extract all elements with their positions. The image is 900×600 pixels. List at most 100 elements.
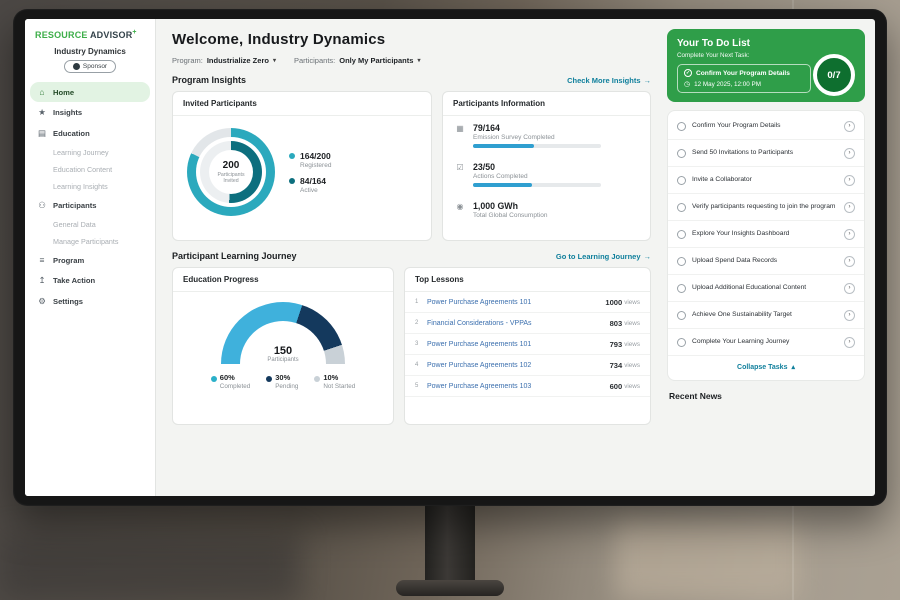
chevron-right-icon[interactable]: › [844, 282, 855, 294]
task-row-achieve-target[interactable]: Achieve One Sustainability Target › [668, 302, 864, 329]
lesson-views-unit: views [624, 382, 640, 390]
lesson-link[interactable]: Power Purchase Agreements 101 [427, 341, 610, 348]
wall-shadow-patch [0, 535, 300, 600]
clock-icon: ◷ [684, 81, 691, 88]
chevron-right-icon[interactable]: › [844, 228, 855, 240]
learning-cards-row: Education Progress 150 Participants [172, 267, 651, 425]
task-label: Achieve One Sustainability Target [692, 311, 792, 319]
program-insights-header: Program Insights Check More Insights → [172, 75, 651, 85]
logo-plus: + [132, 29, 137, 36]
lesson-link[interactable]: Financial Considerations - VPPAs [427, 320, 610, 327]
task-row-explore-insights[interactable]: Explore Your Insights Dashboard › [668, 221, 864, 248]
program-filter: Program: Industrialize Zero ▾ [172, 56, 276, 65]
sidebar-item-participants[interactable]: ⚇ Participants [25, 195, 155, 216]
task-row-upload-educational-content[interactable]: Upload Additional Educational Content › [668, 275, 864, 302]
sponsor-badge[interactable]: Sponsor [63, 60, 117, 73]
link-label: Go to Learning Journey [555, 251, 641, 261]
insights-icon: ★ [38, 107, 46, 117]
app-logo: RESOURCE ADVISOR+ [25, 27, 155, 44]
chevron-down-icon: ▾ [417, 58, 421, 64]
task-label: Confirm Your Program Details [692, 122, 781, 130]
lesson-link[interactable]: Power Purchase Agreements 103 [427, 383, 610, 390]
todo-progress-value: 0/7 [827, 69, 841, 81]
invited-legend: 164/200 Registered 84/164 Active [289, 144, 331, 201]
invited-card-body: 200 Participants Invited 164/200 Registe [173, 116, 431, 228]
task-row-invite-collaborator[interactable]: Invite a Collaborator › [668, 167, 864, 194]
sidebar-item-label: Program [53, 255, 85, 265]
progress-bar [473, 183, 601, 187]
participants-icon: ⚇ [38, 200, 46, 210]
task-row-send-invitations[interactable]: Send 50 Invitations to Participants › [668, 140, 864, 167]
lesson-rank: 1 [415, 299, 419, 305]
task-row-confirm-program[interactable]: Confirm Your Program Details › [668, 113, 864, 140]
legend-dot-pending [266, 375, 273, 382]
card-title: Participants Information [443, 92, 650, 116]
building-icon: ▦ [456, 124, 464, 133]
participants-select-value: Only My Participants [339, 56, 414, 65]
task-checkbox[interactable] [677, 202, 686, 212]
check-more-insights-link[interactable]: Check More Insights → [567, 76, 651, 85]
next-task-label: Confirm Your Program Details [696, 69, 790, 77]
lesson-rank: 4 [415, 362, 419, 368]
section-title: Program Insights [172, 75, 247, 85]
sidebar-item-general-data[interactable]: General Data [53, 220, 96, 229]
next-task-box[interactable]: ✓ Confirm Your Program Details ◷ 12 May … [677, 64, 811, 93]
legend-active: 84/164 Active [289, 176, 331, 194]
todo-subtitle: Complete Your Next Task: [677, 52, 750, 59]
chevron-right-icon[interactable]: › [844, 174, 855, 186]
program-select[interactable]: Industrialize Zero ▾ [207, 56, 276, 65]
lesson-views-unit: views [624, 361, 640, 369]
task-checkbox[interactable] [677, 310, 686, 320]
sidebar-item-program[interactable]: ≡ Program [25, 250, 155, 270]
sidebar-item-education-content[interactable]: Education Content [53, 165, 113, 174]
sidebar-item-settings[interactable]: ⚙ Settings [25, 291, 155, 312]
go-to-learning-journey-link[interactable]: Go to Learning Journey → [556, 252, 651, 261]
chevron-right-icon[interactable]: › [844, 336, 855, 348]
sidebar-item-take-action[interactable]: ↥ Take Action [25, 270, 155, 291]
sidebar-item-manage-participants[interactable]: Manage Participants [53, 237, 119, 246]
task-checkbox[interactable] [677, 229, 686, 239]
task-checkbox[interactable] [677, 121, 686, 131]
task-checkbox[interactable] [677, 256, 686, 266]
chevron-right-icon[interactable]: › [844, 255, 855, 267]
legend-value: 164/200 [300, 150, 331, 161]
lesson-link[interactable]: Power Purchase Agreements 101 [427, 299, 605, 306]
next-task-time: 12 May 2025, 12:00 PM [694, 80, 761, 88]
page-title: Welcome, Industry Dynamics [172, 31, 386, 48]
chevron-right-icon[interactable]: › [844, 309, 855, 321]
sidebar-item-insights[interactable]: ★ Insights [25, 102, 155, 123]
sidebar-item-learning-insights[interactable]: Learning Insights [53, 182, 108, 191]
sidebar-item-education[interactable]: ▤ Education [25, 123, 155, 144]
donut-center: 200 Participants Invited [209, 150, 253, 194]
education-progress-card: Education Progress 150 Participants [172, 267, 394, 425]
sidebar-item-learning-journey[interactable]: Learning Journey [53, 148, 109, 157]
program-select-value: Industrialize Zero [206, 56, 269, 65]
participants-select[interactable]: Only My Participants ▾ [339, 56, 420, 65]
sidebar-item-home[interactable]: ⌂ Home [30, 82, 150, 102]
collapse-tasks-link[interactable]: Collapse Tasks ▴ [668, 356, 864, 378]
sidebar-item-label: Participants [53, 201, 97, 210]
task-label: Explore Your Insights Dashboard [692, 230, 790, 238]
chevron-right-icon[interactable]: › [844, 120, 855, 132]
legend-value: 84/164 [300, 175, 326, 186]
education-icon: ▤ [37, 128, 47, 138]
task-row-upload-spend-data[interactable]: Upload Spend Data Records › [668, 248, 864, 275]
chevron-right-icon[interactable]: › [844, 201, 855, 213]
task-row-verify-participants[interactable]: Verify participants requesting to join t… [668, 194, 864, 221]
gauge-center-label: Participants [267, 357, 299, 363]
lesson-views: 793 [609, 339, 623, 349]
todo-title: Your To Do List [677, 38, 750, 49]
task-checkbox[interactable] [677, 283, 686, 293]
info-label: Emission Survey Completed [473, 134, 555, 141]
card-title: Top Lessons [405, 268, 650, 292]
task-row-complete-learning-journey[interactable]: Complete Your Learning Journey › [668, 329, 864, 356]
chevron-right-icon[interactable]: › [844, 147, 855, 159]
task-checkbox[interactable] [677, 337, 686, 347]
education-card-body: 150 Participants 60% Completed [173, 292, 393, 396]
gauge-center-value: 150 [273, 345, 293, 357]
task-checkbox[interactable] [677, 148, 686, 158]
lesson-link[interactable]: Power Purchase Agreements 102 [427, 362, 610, 369]
monitor-frame: RESOURCE ADVISOR+ Industry Dynamics Spon… [13, 9, 887, 506]
task-checkbox[interactable] [677, 175, 686, 185]
top-lessons-card: Top Lessons 1 Power Purchase Agreements … [404, 267, 651, 425]
